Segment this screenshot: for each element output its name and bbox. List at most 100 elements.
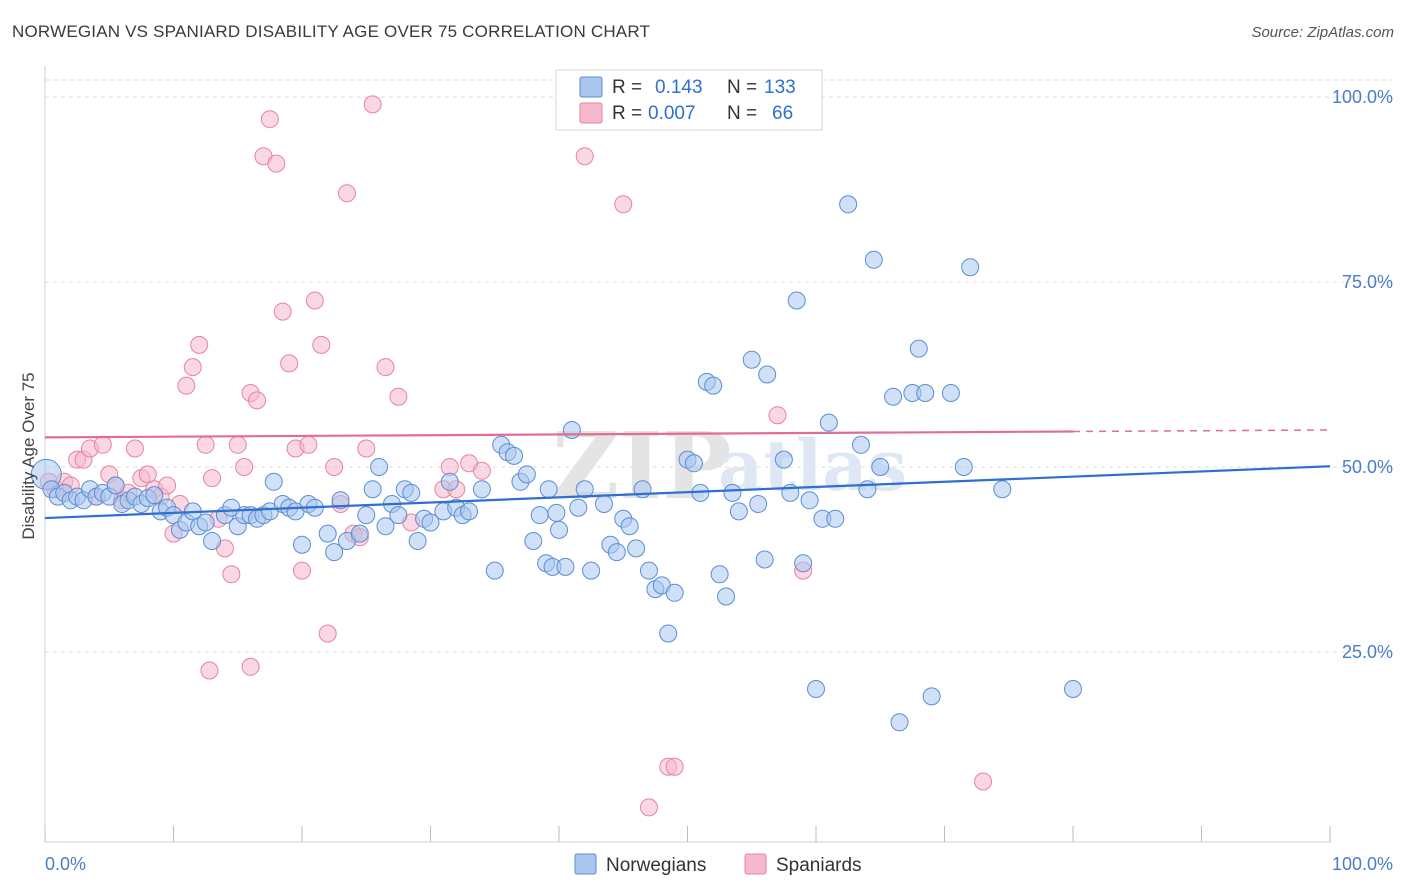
spaniards-point-51	[376, 358, 395, 377]
stats-blue-swatch	[579, 76, 603, 98]
y-tick-label-25: 25.0%	[1342, 642, 1393, 662]
norwegians-point-131	[1064, 680, 1082, 698]
spaniards-point-32	[248, 391, 267, 410]
norwegians-point-49	[370, 458, 389, 476]
y-tick-label-50: 50.0%	[1342, 457, 1393, 477]
norwegians-point-59	[440, 472, 459, 491]
spaniards-point-8	[93, 435, 112, 454]
x-tick-label-max: 100.0%	[1332, 854, 1393, 874]
norwegians-point-84	[607, 543, 626, 562]
stats-blue-r-label: R =	[612, 77, 642, 98]
norwegians-point-42	[318, 524, 337, 543]
spaniards-point-46	[337, 184, 356, 203]
chart-title: NORWEGIAN VS SPANIARD DISABILITY AGE OVE…	[12, 22, 651, 41]
norwegians-point-107	[774, 450, 793, 469]
stats-blue-n-value: 133	[764, 77, 796, 98]
legend-spaniards-label: Spaniards	[776, 855, 862, 876]
spaniards-point-37	[280, 354, 299, 373]
norwegians-point-74	[550, 520, 568, 539]
norwegians-point-125	[916, 384, 935, 402]
norwegians-point-115	[826, 509, 845, 528]
spaniards-point-67	[768, 406, 787, 425]
spaniards-point-30	[235, 458, 254, 476]
norwegians-point-87	[627, 539, 646, 558]
norwegians-point-71	[530, 506, 549, 525]
spaniards-point-29	[228, 435, 247, 454]
spaniards-point-34	[260, 110, 279, 129]
stats-blue-r-value: 0.143	[655, 77, 703, 98]
norwegians-point-80	[575, 480, 594, 499]
stats-pink-r-value: 0.007	[648, 103, 696, 124]
norwegians-point-78	[562, 421, 581, 439]
norwegians-point-112	[807, 680, 825, 698]
norwegians-point-128	[954, 458, 973, 476]
norwegians-point-118	[858, 480, 877, 499]
norwegians-point-103	[742, 350, 761, 369]
norwegians-point-81	[582, 561, 601, 580]
norwegians-point-120	[871, 458, 890, 476]
norwegians-point-11	[106, 476, 125, 495]
y-axis-label: Disability Age Over 75	[19, 372, 38, 539]
norwegians-point-69	[517, 465, 536, 484]
norwegians-point-54	[402, 483, 421, 502]
spaniards-point-52	[389, 387, 408, 406]
norwegians-point-109	[787, 291, 806, 310]
legend-spaniards-swatch	[744, 853, 767, 875]
norwegians-point-46	[350, 524, 369, 543]
norwegians-point-126	[922, 687, 941, 706]
spaniards-point-44	[325, 458, 344, 476]
spaniards-point-23	[190, 335, 209, 354]
norwegians-point-67	[505, 446, 524, 465]
norwegians-point-70	[524, 532, 543, 550]
spaniards-point-22	[183, 358, 202, 377]
spaniards-point-70	[200, 661, 219, 680]
norwegians-point-99	[710, 565, 729, 584]
norwegians-point-111	[800, 491, 819, 510]
norwegians-point-25	[196, 513, 215, 532]
spaniards-point-21	[177, 376, 196, 395]
spaniards-point-43	[318, 624, 337, 643]
norwegians-point-117	[851, 435, 870, 454]
stats-blue-n-label: N =	[727, 77, 757, 98]
norwegians-point-121	[884, 387, 903, 406]
spaniards-point-71	[241, 657, 260, 676]
axis-layer: 25.0% 50.0% 75.0% 100.0% 0.0% 100.0%	[44, 66, 1393, 874]
y-tick-label-75: 75.0%	[1342, 272, 1393, 292]
norwegians-point-35	[264, 472, 283, 491]
spaniards-point-61	[639, 798, 658, 817]
norwegians-point-48	[363, 480, 382, 499]
stats-pink-n-label: N =	[727, 103, 757, 124]
norwegians-point-92	[659, 624, 678, 643]
norwegians-point-64	[485, 561, 504, 580]
norwegians-point-77	[547, 503, 566, 522]
x-tick-label-min: 0.0%	[45, 854, 86, 874]
norwegians-point-105	[755, 550, 774, 569]
norwegians-point-114	[819, 413, 838, 432]
norwegians-point-129	[961, 258, 980, 277]
spaniards-point-39	[293, 561, 311, 580]
spaniards-trend-line	[44, 430, 1074, 439]
norwegians-point-63	[472, 480, 491, 499]
spaniards-point-13	[125, 439, 144, 458]
norwegians-point-124	[909, 339, 928, 358]
norwegians-point-104	[749, 495, 768, 513]
stats-pink-swatch	[579, 102, 603, 124]
norwegians-points	[30, 195, 1082, 732]
spaniards-point-58	[472, 461, 491, 480]
spaniards-point-69	[974, 772, 993, 791]
stats-pink-r-label: R =	[612, 103, 642, 124]
norwegians-point-127	[941, 384, 960, 402]
norwegians-trend-line	[44, 465, 1331, 520]
norwegians-point-79	[569, 498, 588, 517]
trend-lines	[44, 429, 1331, 520]
norwegians-point-82	[594, 495, 613, 513]
norwegians-point-57	[421, 513, 440, 532]
norwegians-point-122	[890, 713, 909, 732]
spaniards-point-59	[575, 147, 594, 166]
stats-legend: R = 0.143 N = 133 R = 0.007 N = 66	[555, 69, 823, 131]
spaniards-point-41	[305, 291, 324, 310]
legend-norwegians-label: Norwegians	[606, 855, 706, 876]
norwegians-point-39	[293, 535, 311, 554]
spaniards-point-24	[196, 435, 215, 454]
norwegians-point-106	[758, 365, 777, 384]
